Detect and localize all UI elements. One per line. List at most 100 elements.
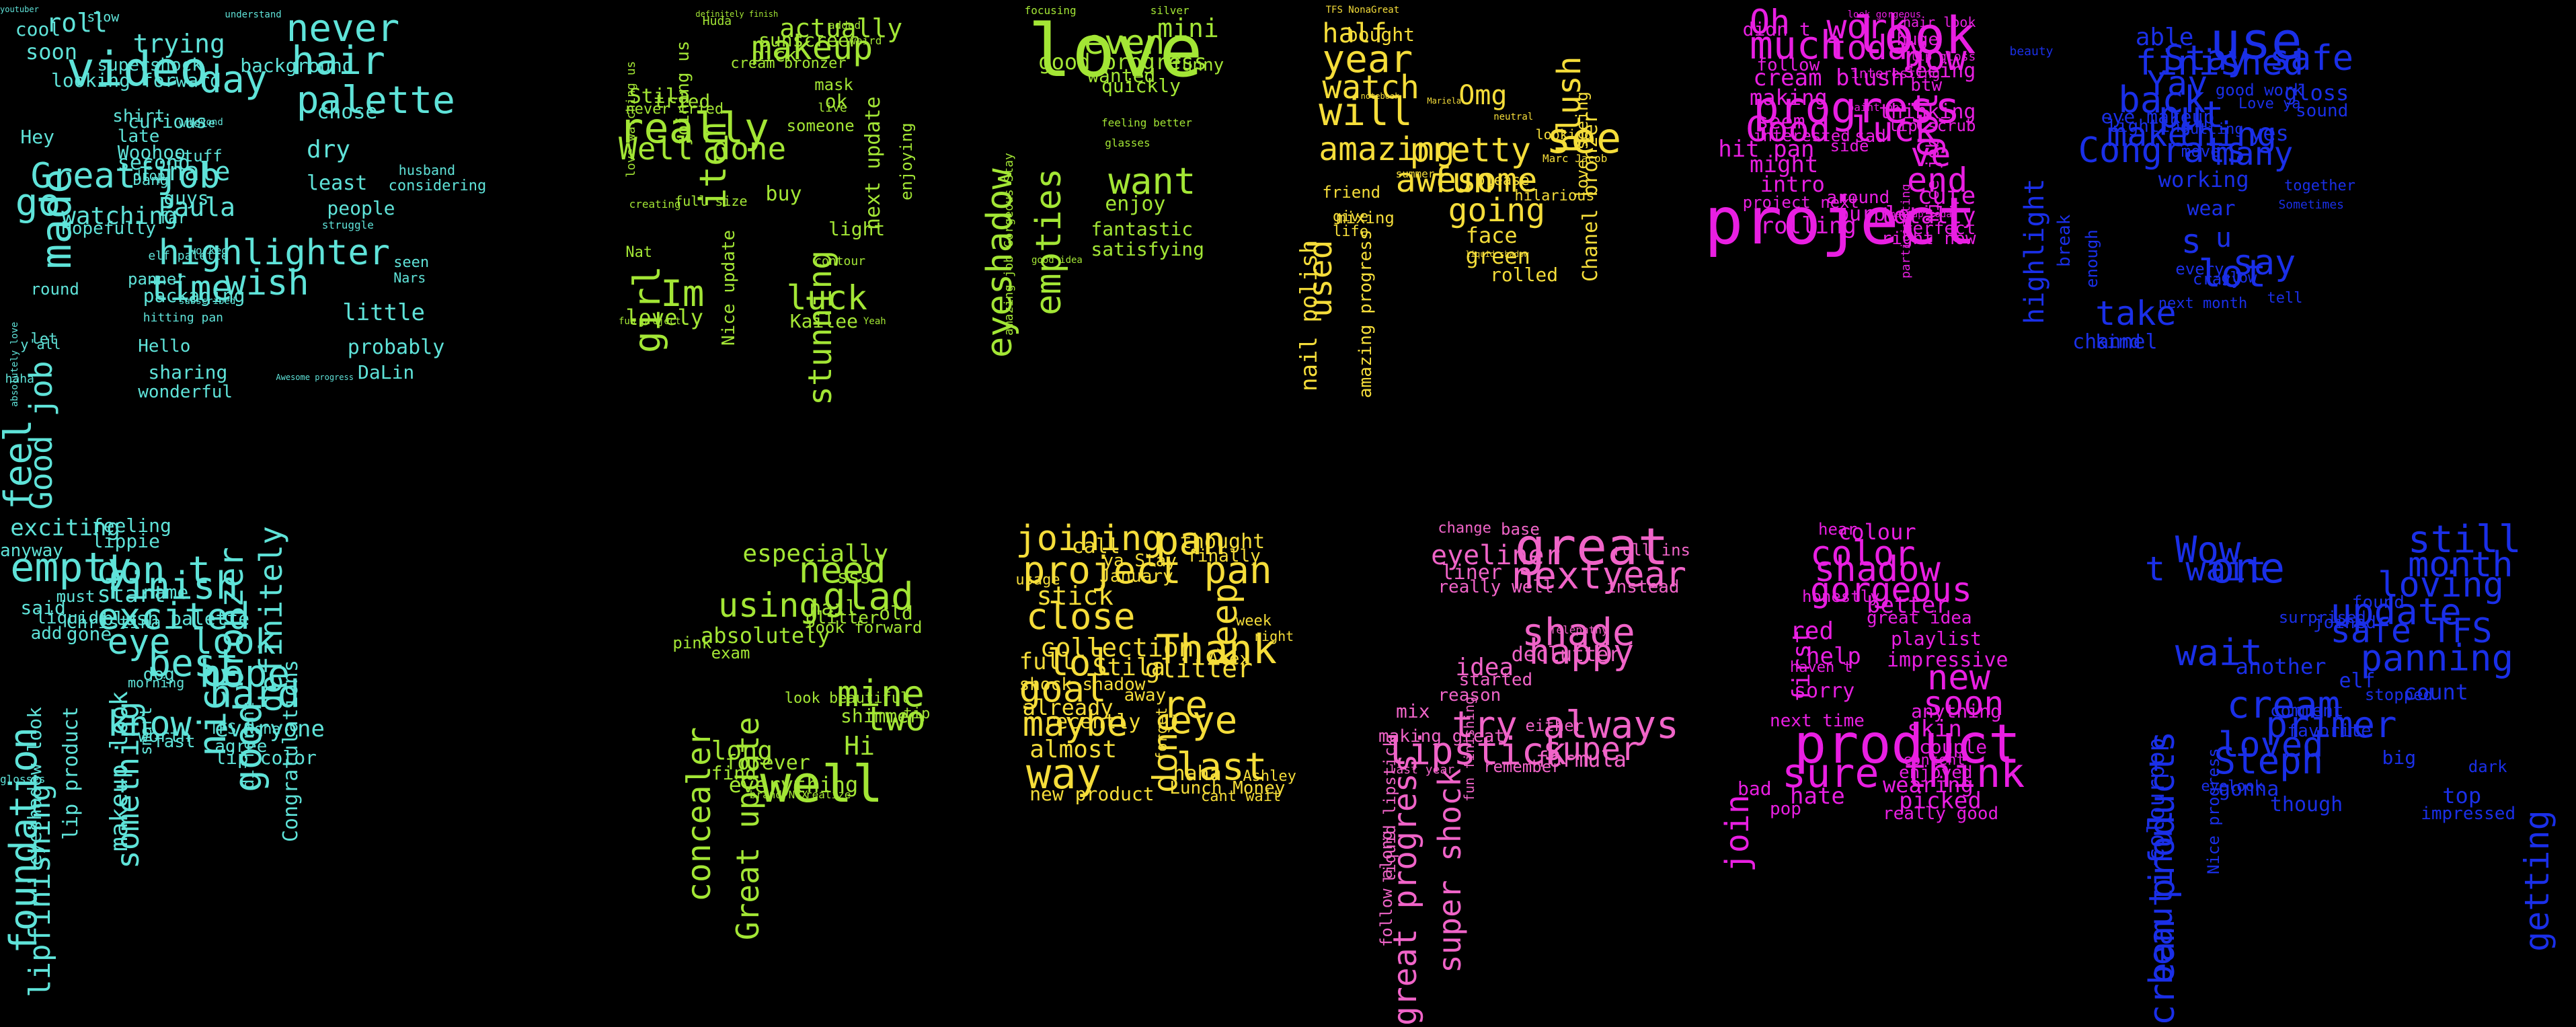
- cloud-word: though: [2269, 792, 2343, 816]
- cloud-word: nail polish: [1298, 239, 1323, 391]
- cloud-word: Huda: [702, 13, 732, 28]
- cloud-word: never tried: [625, 101, 724, 118]
- cloud-word: especially: [742, 540, 889, 568]
- cloud-word: love: [1027, 9, 1203, 93]
- cloud-word: dark: [2468, 757, 2507, 777]
- cloud-word: right: [1253, 628, 1294, 645]
- cloud-word: watch: [1322, 69, 1419, 107]
- cloud-word: DaLin: [358, 360, 415, 383]
- cloud-word: excited: [97, 595, 250, 638]
- cloud-word: first: [1788, 630, 1816, 703]
- cloud-word: getting: [2517, 810, 2557, 952]
- cloud-word: elf palette: [148, 249, 229, 264]
- cloud-word: sound: [2296, 101, 2349, 121]
- cloud-word: hitting pan: [143, 310, 224, 325]
- cloud-word: Christina: [66, 613, 161, 634]
- cloud-panel-p9: joining pan project pan close stick collectio…: [1009, 511, 1358, 1027]
- cloud-word: exciting: [10, 514, 120, 541]
- cloud-word: Hey: [20, 126, 54, 148]
- cloud-word: able: [2135, 24, 2194, 51]
- cloud-word: look gorgeous: [1847, 9, 1922, 21]
- cloud-word: project: [1704, 184, 1977, 260]
- cloud-panel-p10: great next year eyeliner roll ins liner really…: [1378, 511, 1728, 1027]
- cloud-word: hate: [1790, 782, 1845, 810]
- cloud-word: still: [2408, 518, 2522, 562]
- cloud-word: finish: [102, 564, 239, 609]
- cloud-word: content: [1903, 752, 1965, 769]
- cloud-word: stopped: [2364, 685, 2433, 704]
- cloud-word: Alex: [1208, 649, 1251, 670]
- cloud-word: lip product: [59, 706, 83, 841]
- cloud-word: wish: [225, 263, 309, 304]
- cloud-word: Gorgeous Stay: [1002, 153, 1017, 248]
- cloud-word: youtuber: [0, 4, 39, 14]
- cloud-word: finally: [1187, 545, 1261, 566]
- cloud-word: playlist: [1891, 627, 1982, 650]
- cloud-word: everyone: [214, 715, 325, 743]
- cloud-word: remember: [1483, 757, 1561, 777]
- cloud-word: participating: [1898, 184, 1913, 278]
- cloud-word: say: [2232, 242, 2296, 283]
- cloud-word: Paula: [158, 192, 235, 222]
- cloud-word: colourpop: [2145, 737, 2170, 862]
- cloud-word: lip scrub: [1888, 116, 1976, 135]
- cloud-word: great idea: [1867, 607, 1972, 628]
- cloud-word: empties: [1029, 168, 1069, 316]
- cloud-word: live: [818, 101, 847, 115]
- cloud-word: slow: [87, 9, 120, 26]
- cloud-word: might: [1750, 151, 1819, 178]
- cloud-word: highlight: [2019, 178, 2050, 324]
- cloud-word: fantastic: [1091, 217, 1194, 240]
- cloud-word: lip gloss: [1910, 50, 1976, 64]
- cloud-word: far: [158, 208, 188, 227]
- cloud-word: brand NYX: [749, 788, 808, 802]
- cloud-word: Congrats: [2078, 130, 2247, 171]
- cloud-word: new product: [1029, 782, 1155, 805]
- cloud-word: Dang: [132, 172, 169, 190]
- cloud-word: glow: [2221, 269, 2257, 287]
- cloud-word: didn t: [1742, 18, 1811, 41]
- cloud-word: don t: [97, 549, 210, 593]
- cloud-word: help: [1806, 643, 1861, 671]
- cloud-word: Marc Jacob: [1543, 152, 1608, 165]
- cloud-word: two: [865, 699, 926, 738]
- cloud-word: joined: [2312, 613, 2376, 634]
- cloud-word: considering: [388, 178, 487, 194]
- cloud-word: see: [1546, 113, 1622, 163]
- cloud-word: said: [20, 597, 66, 619]
- cloud-word: lipstick: [1385, 729, 1567, 773]
- cloud-word: big: [2382, 746, 2417, 769]
- cloud-word: liner: [1441, 560, 1502, 584]
- cloud-word: Sometimes: [2278, 198, 2345, 213]
- cloud-word: super: [1543, 730, 1640, 768]
- cloud-word: side: [1830, 137, 1869, 156]
- cloud-word: fun project: [619, 316, 681, 328]
- cloud-word: totally: [1879, 202, 1976, 229]
- cloud-word: right now: [1881, 229, 1976, 249]
- cloud-word: enjoyed: [1899, 762, 1973, 783]
- cloud-word: declutter: [1511, 643, 1621, 667]
- cloud-word: mixing: [1336, 208, 1395, 227]
- cloud-word: loving: [2378, 565, 2504, 606]
- cloud-word: wear: [2187, 197, 2236, 221]
- cloud-word: day: [199, 58, 268, 102]
- cloud-word: looking forward: [51, 69, 221, 92]
- cloud-word: video: [66, 42, 208, 98]
- cloud-word: loved: [2218, 725, 2324, 766]
- cloud-word: base: [1501, 520, 1540, 539]
- cloud-word: started: [1458, 669, 1533, 690]
- cloud-word: funny: [1171, 54, 1224, 75]
- cloud-word: makeup: [751, 28, 873, 67]
- cloud-word: project next: [1742, 192, 1859, 212]
- cloud-word: haven t: [1790, 659, 1852, 677]
- cloud-word: another: [2235, 653, 2327, 679]
- cloud-word: palette: [296, 78, 455, 122]
- cloud-word: goal: [1019, 667, 1107, 710]
- cloud-word: month: [2408, 544, 2513, 585]
- cloud-word: makeup look: [105, 691, 133, 852]
- cloud-word: luck: [786, 278, 868, 317]
- cloud-word: glitter: [1144, 653, 1253, 683]
- cloud-word: use: [2210, 10, 2302, 71]
- cloud-word: surprised: [2278, 607, 2366, 627]
- cloud-word: hard: [209, 673, 301, 717]
